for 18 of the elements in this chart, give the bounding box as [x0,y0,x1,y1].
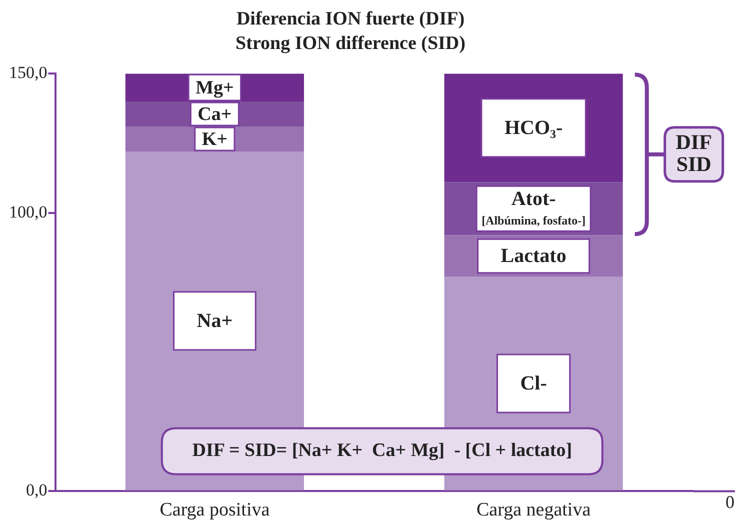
y-tick-label: 0,0 [26,480,48,500]
series-label: Cl- [520,372,547,395]
x-tick-label: Carga positiva [160,500,270,521]
y-tick-label: 100,0 [9,202,48,222]
text: DIF SID [676,130,712,176]
annotation: DIF = SID= [Na+ K+ Ca+ Mg] - [Cl + lactato] [192,440,572,462]
series-label: HCO₃- [504,117,563,140]
series-label: Ca+ [198,104,232,125]
series-label: Atot- [Albúmina, fosfato-] [482,188,586,228]
series-label: Lactato [500,245,566,268]
series-label: Na+ [196,310,233,332]
chart-subtitle: Strong ION difference (SID) [236,33,466,54]
series-label: Mg+ [196,77,234,98]
text: 0 [726,492,734,512]
series-label: K+ [202,128,228,150]
x-tick-label: Carga negativa [476,500,592,521]
y-tick-label: 150,0 [9,63,48,82]
chart-title: Diferencia ION fuerte (DIF) [236,8,465,30]
